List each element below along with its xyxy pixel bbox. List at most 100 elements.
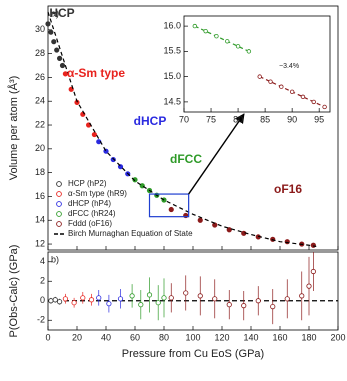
y-tick-label: 15.5: [163, 46, 181, 56]
data-point: [48, 298, 54, 304]
data-point: [51, 39, 57, 45]
panel-label: b): [51, 254, 59, 264]
data-point: [322, 104, 327, 110]
zoom-box: [148, 193, 190, 218]
x-tick-label: 85: [260, 114, 270, 124]
x-axis-label: Pressure from Cu EoS (GPa): [122, 348, 264, 360]
data-point: [246, 49, 252, 54]
legend-label: α-Sm type (hR9): [68, 189, 127, 198]
legend-label: dHCP (hP4): [68, 199, 111, 208]
panel-label: a): [51, 8, 59, 18]
x-tick-label: 80: [233, 114, 243, 124]
y-tick-label: 24: [35, 96, 45, 106]
x-tick-label: 200: [330, 332, 345, 342]
data-point: [203, 28, 208, 34]
data-point: [80, 295, 86, 301]
x-tick-label: 40: [101, 332, 111, 342]
data-point: [48, 29, 54, 35]
data-point: [192, 23, 198, 29]
y-tick-label: 12: [35, 238, 45, 248]
x-tick-label: 160: [272, 332, 287, 342]
data-point: [129, 293, 135, 299]
zoom-arrow: [188, 113, 245, 195]
data-point: [225, 39, 230, 44]
phase-label: HCP: [49, 6, 74, 20]
y-tick-label: 22: [35, 119, 45, 129]
data-point: [96, 295, 102, 301]
legend-marker: [56, 201, 62, 207]
data-point: [45, 21, 51, 27]
data-point: [289, 89, 295, 94]
y-tick-label: -2: [37, 315, 45, 325]
plot-frame: [47, 251, 339, 331]
x-tick-label: 120: [214, 332, 229, 342]
y-tick-label: 28: [35, 48, 45, 58]
data-point: [311, 99, 316, 105]
y-axis-label: P(Obs-Calc) (GPa): [8, 245, 20, 338]
data-point: [88, 297, 95, 303]
y-tick-label: 2: [40, 276, 45, 286]
data-point: [110, 156, 116, 163]
data-point: [132, 177, 138, 183]
data-point: [226, 302, 232, 308]
data-point: [146, 292, 153, 298]
y-tick-label: 18: [35, 167, 45, 177]
data-point: [306, 283, 312, 289]
data-point: [56, 55, 63, 61]
y-tick-label: 14.5: [163, 96, 181, 106]
data-point: [59, 62, 66, 69]
series-line: [47, 11, 317, 248]
data-point: [161, 295, 167, 301]
phase-label: dHCP: [134, 114, 167, 128]
phase-label: oF16: [274, 182, 302, 196]
y-tick-label: 15.0: [163, 71, 181, 81]
data-point: [257, 74, 262, 79]
data-point: [52, 297, 58, 303]
legend-label: HCP (hP2): [68, 179, 107, 188]
y-tick-label: 26: [35, 72, 45, 82]
data-point: [91, 131, 98, 138]
data-point: [214, 34, 219, 39]
legend-label: dFCC (hR24): [68, 209, 116, 218]
data-point: [284, 296, 290, 302]
data-point: [299, 293, 305, 299]
x-tick-label: 60: [130, 332, 140, 342]
x-tick-label: 20: [72, 332, 82, 342]
y-tick-label: 16.0: [163, 20, 181, 30]
data-point: [54, 47, 60, 53]
data-point: [310, 268, 316, 275]
data-point: [300, 94, 306, 100]
y-tick-label: 4: [40, 256, 45, 266]
legend-label: Fddd (oF16): [68, 219, 112, 228]
data-point: [168, 206, 174, 213]
data-point: [270, 303, 276, 310]
data-point: [255, 298, 261, 304]
x-tick-label: 0: [45, 332, 50, 342]
legend-label: Birch Murnaghan Equation of State: [68, 229, 193, 238]
data-point: [56, 299, 63, 305]
legend-marker: [56, 211, 62, 217]
x-tick-label: 95: [314, 114, 324, 124]
data-point: [268, 79, 273, 84]
data-point: [168, 295, 174, 301]
y-tick-label: 16: [35, 191, 45, 201]
y-tick-label: 20: [35, 143, 45, 153]
y-axis-label: Volume per atom (Å³): [7, 76, 20, 181]
y-tick-label: 30: [35, 24, 45, 34]
phase-label: dFCC: [170, 152, 202, 166]
data-point: [138, 302, 144, 308]
data-point: [71, 300, 77, 306]
data-point: [106, 301, 112, 307]
data-point: [212, 296, 218, 302]
inset-annotation: −3.4%: [279, 63, 299, 70]
x-tick-label: 70: [179, 114, 189, 124]
phase-label: α-Sm type: [67, 66, 125, 80]
x-tick-label: 140: [243, 332, 258, 342]
x-tick-label: 75: [206, 114, 216, 124]
data-point: [197, 293, 203, 299]
data-point: [235, 44, 241, 49]
y-tick-label: 0: [40, 295, 45, 305]
x-tick-label: 90: [287, 114, 297, 124]
